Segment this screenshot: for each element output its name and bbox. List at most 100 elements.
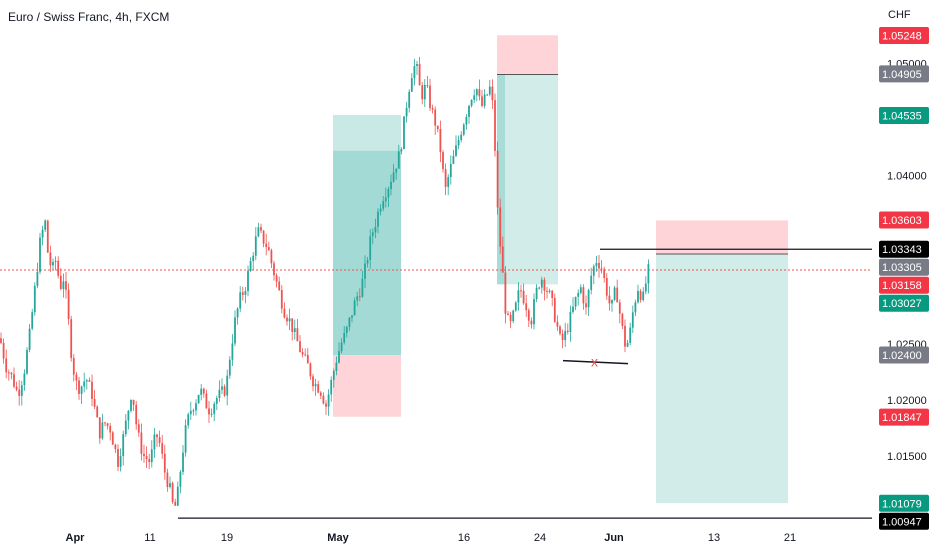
candle-body [416,63,418,67]
candle-body [39,237,41,272]
candle-body [223,386,226,396]
candle-body [335,362,338,371]
candle-body [426,84,429,86]
candle-body [540,279,543,288]
candle-body [28,328,31,350]
candle-body [525,303,528,311]
candle-body [117,449,119,467]
candle-body [23,373,26,386]
price-tag: 1.03305 [879,258,929,276]
candle-body [127,410,130,421]
candle-body [91,381,93,399]
candles [0,56,650,507]
candle-body [262,230,265,244]
candle-body [553,297,556,322]
candle-body [93,398,96,407]
candle-body [150,449,153,463]
candle-body [397,151,400,169]
candle-body [499,207,502,247]
candle-body [478,89,481,97]
support-trendline[interactable] [562,359,629,365]
candle-body [418,63,421,86]
candle-body [608,295,611,304]
candle-body [244,290,247,295]
candle-body [548,290,551,292]
price-tag: 1.03603 [879,211,929,229]
time-axis[interactable]: Apr 11 19 May 16 24 Jun 13 21 [66,532,797,544]
candle-body [488,86,491,95]
candle-body [644,283,647,292]
candle-body [319,392,322,396]
price-tag-label: 1.03343 [882,244,922,256]
candle-body [325,403,327,407]
candle-body [309,363,312,377]
candle-body [20,385,23,396]
candle-body [501,246,504,273]
candle-body [613,287,616,300]
candle-body [538,287,541,289]
candle-body [104,422,106,424]
candle-body [228,359,231,376]
candle-body [379,208,382,212]
candle-body [101,422,104,439]
candle-body [366,259,369,264]
candle-body [405,107,408,117]
candle-body [642,291,645,300]
candle-body [569,311,572,332]
candle-body [49,252,52,266]
candle-body [413,66,416,79]
candle-body [533,299,535,325]
candle-body [111,432,114,445]
candle-body [59,275,62,290]
chart-title: Euro / Swiss Franc, 4h, FXCM [8,10,170,24]
price-axis[interactable]: CHF 1.050001.040001.025001.020001.015001… [879,9,929,530]
candle-body [605,277,608,296]
candle-body [299,341,301,352]
candle-body [327,394,330,407]
candle-body [140,432,143,454]
candle-body [7,372,10,374]
candle-body [626,342,629,347]
candle-body [629,327,632,343]
candle-body [114,444,117,450]
candle-body [205,393,208,409]
candle-body [582,287,585,304]
candle-body [239,292,242,309]
candle-body [0,338,2,344]
candle-body [556,321,559,327]
candle-body [384,197,387,202]
candle-body [358,296,361,298]
candle-body [18,389,21,396]
price-tag-label: 1.03158 [882,280,922,292]
price-tag-label: 1.01079 [882,498,922,510]
candle-body [36,271,39,286]
candle-body [585,303,587,308]
candle-body [174,501,177,506]
candle-body [611,299,613,304]
price-tag: 1.02400 [879,346,929,364]
candle-body [494,100,496,151]
candle-body [156,434,158,438]
candle-body [481,96,483,106]
candle-body [486,94,489,96]
candle-body [317,384,320,393]
candle-body [592,266,595,276]
annotations: x [562,354,629,370]
price-axis-tick: 1.04000 [887,170,927,182]
candle-body [395,168,398,173]
candle-body [447,177,450,187]
candle-body [392,172,395,182]
time-axis-tick: Jun [604,532,624,544]
time-axis-tick: 11 [144,532,155,544]
candle-body [33,285,36,313]
candle-body [647,264,650,284]
candle-body [587,290,590,308]
candle-body [517,290,520,303]
candle-body [192,410,195,412]
candle-body [577,292,580,297]
price-axis-tick: 1.01500 [887,451,927,463]
candle-body [421,85,424,100]
candle-body [338,351,340,363]
candle-body [57,260,60,276]
